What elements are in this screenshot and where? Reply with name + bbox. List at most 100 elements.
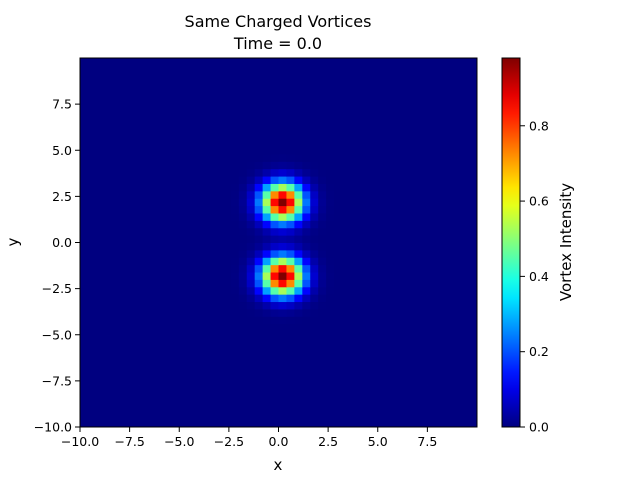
heatmap-cell: [95, 353, 105, 362]
heatmap-cell: [80, 279, 89, 288]
heatmap-cell: [254, 117, 264, 125]
heatmap-cell: [461, 161, 470, 170]
heatmap-cell: [381, 353, 391, 362]
heatmap-cell: [230, 131, 240, 140]
heatmap-cell: [429, 161, 438, 170]
heatmap-cell: [159, 404, 168, 413]
heatmap-cell: [238, 301, 248, 310]
heatmap-cell: [437, 65, 446, 74]
heatmap-cell: [151, 146, 160, 155]
heatmap-cell: [119, 294, 129, 303]
heatmap-cell: [429, 65, 438, 74]
heatmap-cell: [365, 109, 375, 118]
heatmap-cell: [302, 176, 311, 184]
heatmap-cell: [461, 139, 470, 148]
heatmap-cell: [95, 153, 105, 162]
heatmap-cell: [302, 397, 311, 406]
heatmap-cell: [199, 382, 208, 391]
heatmap-cell: [151, 235, 160, 243]
heatmap-cell: [453, 235, 462, 243]
heatmap-cell: [469, 58, 478, 66]
heatmap-cell: [175, 316, 184, 325]
heatmap-cell: [349, 227, 359, 236]
heatmap-cell: [389, 176, 399, 184]
heatmap-cell: [191, 412, 200, 421]
heatmap-cell: [254, 308, 264, 317]
heatmap-cell: [87, 257, 97, 266]
heatmap-cell: [119, 353, 129, 362]
heatmap-cell: [191, 109, 200, 118]
heatmap-cell: [302, 345, 311, 354]
heatmap-cell: [95, 331, 105, 339]
heatmap-cell: [310, 65, 319, 74]
heatmap-cell: [365, 242, 375, 251]
heatmap-cell: [246, 220, 256, 229]
heatmap-cell: [318, 338, 327, 347]
heatmap-cell: [87, 102, 97, 111]
heatmap-cell: [421, 205, 430, 214]
heatmap-cell: [183, 190, 192, 199]
heatmap-cell: [413, 183, 422, 192]
heatmap-cell: [397, 80, 407, 89]
heatmap-cell: [246, 264, 256, 273]
heatmap-cell: [389, 308, 399, 317]
heatmap-cell: [135, 390, 145, 398]
heatmap-cell: [365, 80, 375, 89]
heatmap-cell: [246, 168, 256, 177]
heatmap-cell: [429, 80, 438, 89]
heatmap-cell: [246, 419, 256, 428]
heatmap-cell: [334, 205, 343, 214]
heatmap-cell: [214, 331, 224, 339]
heatmap-cell: [135, 323, 145, 332]
heatmap-cell: [421, 117, 430, 125]
heatmap-cell: [80, 153, 89, 162]
heatmap-cell: [453, 272, 462, 280]
heatmap-cell: [199, 294, 208, 303]
heatmap-cell: [461, 168, 470, 177]
heatmap-cell: [349, 212, 359, 221]
heatmap-cell: [246, 205, 256, 214]
heatmap-cell: [135, 139, 145, 148]
heatmap-cell: [191, 72, 200, 81]
heatmap-cell: [199, 102, 208, 111]
heatmap-cell: [389, 345, 399, 354]
heatmap-cell: [357, 338, 367, 347]
heatmap-cell: [453, 65, 462, 74]
heatmap-cell: [167, 65, 176, 74]
heatmap-cell: [318, 249, 327, 258]
heatmap-cell: [389, 212, 399, 221]
heatmap-cell: [119, 249, 129, 258]
heatmap-cell: [127, 94, 137, 103]
heatmap-cell: [80, 338, 89, 347]
heatmap-cell: [159, 360, 168, 369]
heatmap-cell: [246, 87, 256, 96]
heatmap-cell: [302, 80, 311, 89]
heatmap-cell: [246, 242, 256, 251]
heatmap-cell: [151, 227, 160, 236]
heatmap-cell: [175, 286, 184, 295]
heatmap-cell: [278, 412, 287, 421]
heatmap-cell: [238, 94, 248, 103]
heatmap-cell: [270, 190, 279, 199]
heatmap-cell: [143, 397, 152, 406]
heatmap-cell: [318, 198, 327, 207]
heatmap-cell: [334, 308, 343, 317]
heatmap-cell: [389, 168, 399, 177]
heatmap-cell: [445, 272, 454, 280]
heatmap-cell: [103, 323, 113, 332]
heatmap-cell: [135, 220, 145, 229]
heatmap-cell: [167, 382, 176, 391]
heatmap-cell: [357, 58, 367, 66]
heatmap-cell: [326, 294, 335, 303]
heatmap-cell: [262, 249, 272, 258]
heatmap-cell: [111, 397, 121, 406]
heatmap-cell: [95, 286, 105, 295]
heatmap-cell: [222, 109, 232, 118]
heatmap-cell: [167, 419, 176, 428]
heatmap-cell: [334, 419, 343, 428]
heatmap-cell: [453, 286, 462, 295]
heatmap-cell: [111, 220, 121, 229]
heatmap-cell: [167, 353, 176, 362]
heatmap-cell: [302, 205, 311, 214]
heatmap-cell: [397, 397, 407, 406]
